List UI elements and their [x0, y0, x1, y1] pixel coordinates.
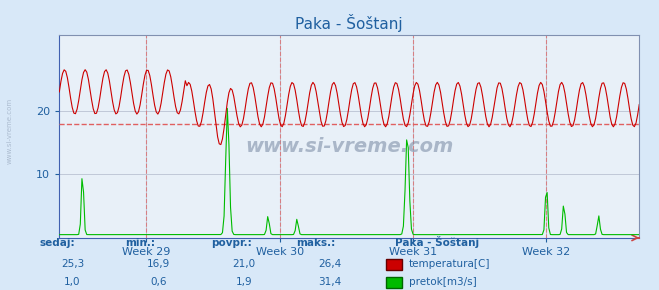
Text: 1,0: 1,0 — [64, 277, 81, 287]
Text: povpr.:: povpr.: — [211, 238, 252, 248]
Text: temperatura[C]: temperatura[C] — [409, 258, 490, 269]
Title: Paka - Šoštanj: Paka - Šoštanj — [295, 14, 403, 32]
Text: sedaj:: sedaj: — [40, 238, 75, 248]
Bar — [386, 277, 402, 289]
Text: 25,3: 25,3 — [61, 258, 84, 269]
Bar — [386, 259, 402, 270]
Text: Paka - Šoštanj: Paka - Šoštanj — [395, 236, 480, 248]
Text: 1,9: 1,9 — [235, 277, 252, 287]
Text: maks.:: maks.: — [297, 238, 336, 248]
Text: 16,9: 16,9 — [146, 258, 170, 269]
Text: 0,6: 0,6 — [150, 277, 167, 287]
Text: 31,4: 31,4 — [318, 277, 341, 287]
Text: www.si-vreme.com: www.si-vreme.com — [7, 97, 13, 164]
Text: 26,4: 26,4 — [318, 258, 341, 269]
Text: min.:: min.: — [125, 238, 156, 248]
Text: pretok[m3/s]: pretok[m3/s] — [409, 277, 476, 287]
Text: www.si-vreme.com: www.si-vreme.com — [245, 137, 453, 156]
Text: 21,0: 21,0 — [232, 258, 256, 269]
